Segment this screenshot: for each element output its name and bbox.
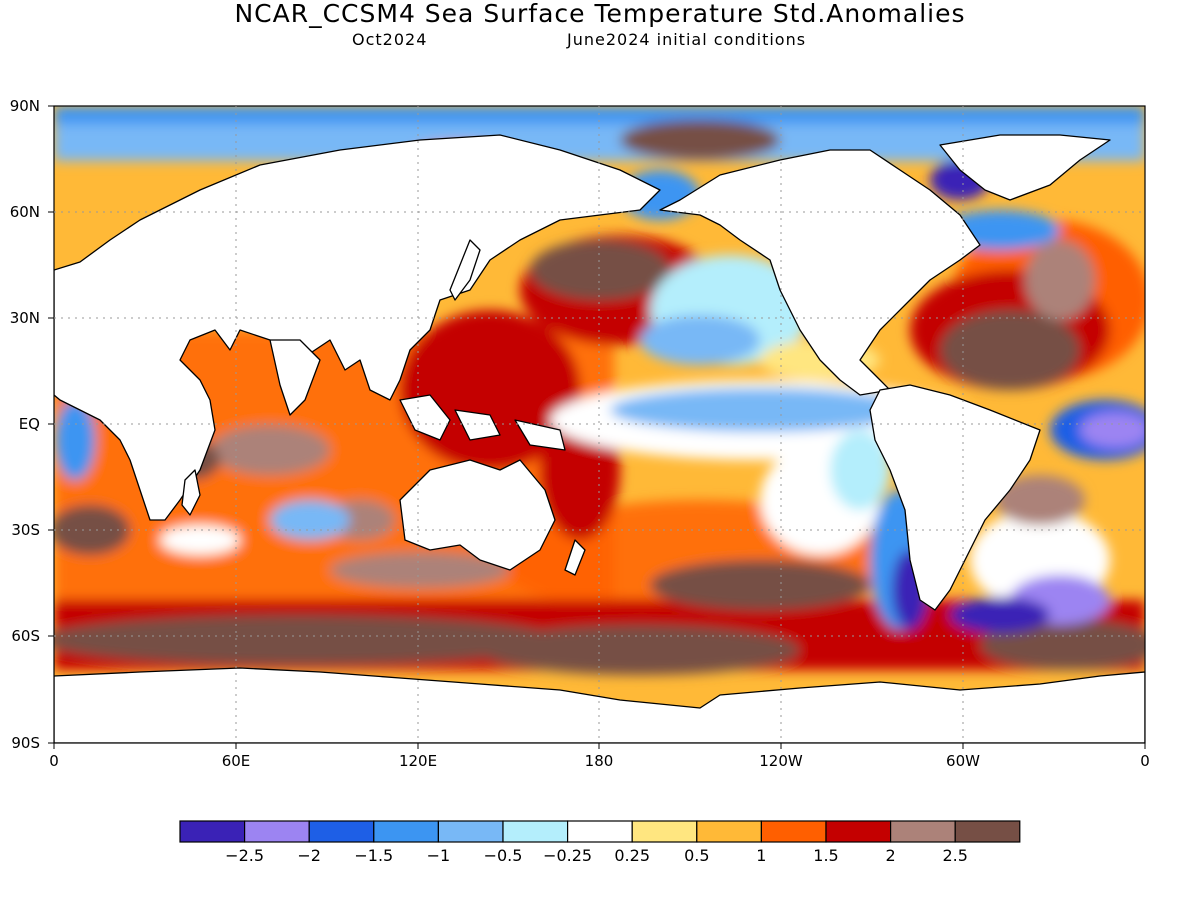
- colorbar-swatch: [373, 820, 439, 843]
- lat-label-90s: 90S: [11, 734, 40, 752]
- colorbar-swatch: [437, 820, 504, 843]
- colorbar-swatch: [566, 820, 633, 843]
- colorbar-swatch: [825, 820, 892, 843]
- colorbar-swatch: [631, 820, 698, 843]
- graticule: [54, 106, 1145, 743]
- lat-label-60n: 60N: [10, 203, 40, 221]
- colorbar-label: 1: [756, 846, 766, 865]
- lon-label-120w: 120W: [759, 752, 803, 770]
- colorbar-label: 1.5: [813, 846, 838, 865]
- lat-label-90n: 90N: [10, 97, 40, 115]
- colorbar-label: 2.5: [942, 846, 967, 865]
- lon-label-0-east: 0: [1140, 752, 1150, 770]
- colorbar-swatch: [760, 820, 827, 843]
- colorbar-swatch: [308, 820, 375, 843]
- colorbar-swatch: [179, 820, 246, 843]
- colorbar-label: 0.25: [614, 846, 650, 865]
- lon-label-60w: 60W: [946, 752, 980, 770]
- lat-label-eq: EQ: [19, 415, 40, 433]
- colorbar-label: 2: [886, 846, 896, 865]
- map-title: NCAR_CCSM4 Sea Surface Temperature Std.A…: [234, 0, 966, 28]
- colorbar-label: −2.5: [225, 846, 264, 865]
- lon-label-0: 0: [49, 752, 59, 770]
- lon-label-120e: 120E: [399, 752, 437, 770]
- colorbar-swatch: [502, 820, 569, 843]
- continent-outlines: [54, 134, 1145, 743]
- colorbar-label: −0.25: [543, 846, 592, 865]
- colorbar-swatch: [954, 820, 1021, 843]
- colorbar-label: −2: [297, 846, 321, 865]
- lat-label-30s: 30S: [11, 521, 40, 539]
- colorbar-label: −0.5: [484, 846, 523, 865]
- colorbar-label: −1.5: [354, 846, 393, 865]
- lat-label-30n: 30N: [10, 309, 40, 327]
- lon-label-60e: 60E: [222, 752, 251, 770]
- colorbar-label: 0.5: [684, 846, 709, 865]
- forecast-month: Oct2024: [352, 30, 428, 49]
- lat-label-60s: 60S: [11, 627, 40, 645]
- colorbar-swatch: [244, 820, 310, 843]
- lon-label-180: 180: [585, 752, 614, 770]
- colorbar: −2.5 −2 −1.5 −1 −0.5 −0.25 0.25 0.5 1 1.5 2 2.5: [179, 820, 1021, 865]
- initial-conditions: June2024 initial conditions: [567, 30, 807, 49]
- colorbar-label: −1: [427, 846, 451, 865]
- colorbar-swatch: [889, 820, 956, 843]
- colorbar-swatch: [696, 820, 762, 843]
